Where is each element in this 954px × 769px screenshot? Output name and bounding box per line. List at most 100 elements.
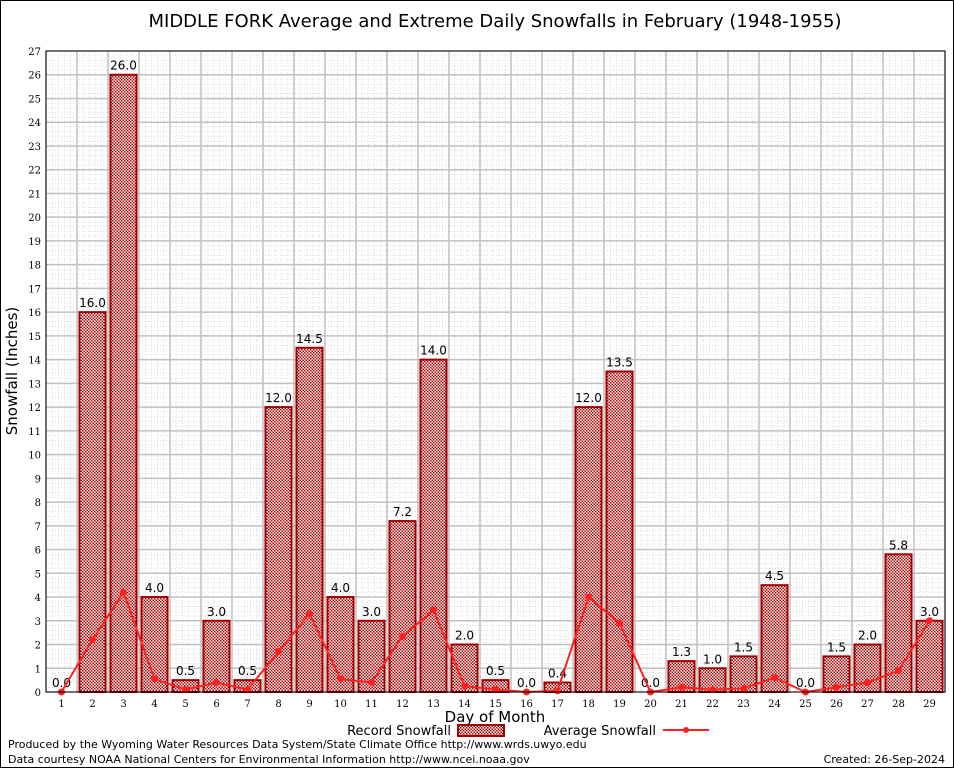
x-tick-label: 5 [182,699,188,710]
bar-day-13 [419,358,448,693]
x-tick-label: 9 [306,699,312,710]
y-tick-label: 0 [35,688,41,699]
bar-day-2 [78,311,107,693]
bar-value-label: 1.0 [703,652,722,666]
plot-border [45,50,946,693]
bar-value-label: 26.0 [110,59,137,73]
bar-value-label: 12.0 [265,391,292,405]
x-tick-label: 12 [396,699,409,710]
y-tick-label: 6 [35,546,41,557]
x-tick-label: 4 [151,699,157,710]
bar-value-label: 1.5 [734,640,753,654]
grid [45,50,946,693]
bar-day-8 [264,406,293,693]
x-axis-label: Day of Month [445,708,546,726]
average-point-day-23 [740,684,747,692]
x-tick-label: 22 [706,699,719,710]
average-point-day-19 [616,619,623,627]
x-tick-label: 29 [923,699,936,710]
footer-produced-by: Produced by the Wyoming Water Resources … [8,738,587,751]
y-tick-label: 5 [35,569,41,580]
y-tick-label: 7 [35,522,41,533]
y-tick-label: 8 [35,498,41,509]
x-tick-label: 15 [489,699,502,710]
average-point-day-21 [678,683,685,691]
average-point-day-9 [306,610,313,618]
y-tick-label: 4 [35,593,41,604]
x-tick-label: 16 [520,699,533,710]
average-point-day-3 [120,588,127,596]
bar-day-9 [295,346,324,693]
bar-day-3 [109,73,138,694]
bar-value-label: 13.5 [606,356,633,370]
y-axis-label: Snowfall (Inches) [3,307,21,435]
x-tick-label: 26 [830,699,843,710]
bar-value-label: 4.5 [765,569,784,583]
bar-day-18 [574,406,603,693]
chart-title: MIDDLE FORK Average and Extreme Daily Sn… [148,11,841,32]
bar-value-label: 7.2 [393,505,412,519]
y-tick-label: 16 [28,308,41,319]
y-tick-label: 11 [28,427,41,438]
y-tick-label: 15 [28,332,41,343]
legend-average-marker [683,727,689,733]
x-tick-label: 7 [244,699,250,710]
y-tick-label: 14 [28,356,41,367]
y-tick-label: 1 [35,664,41,675]
y-tick-label: 21 [28,189,41,200]
x-tick-label: 6 [213,699,219,710]
y-tick-label: 26 [28,71,41,82]
average-point-day-18 [585,593,592,601]
y-tick-label: 17 [28,284,41,295]
x-tick-label: 25 [799,699,812,710]
bar-value-label: 0.0 [796,676,815,690]
bars: 0.0 16.0 26.0 4.0 0.5 3.0 0.5 12.0 14.5 4.0 3.0 7.2… [52,59,944,694]
x-tick-label: 20 [644,699,657,710]
x-tick-label: 13 [427,699,440,710]
average-point-day-5 [182,686,189,694]
y-tick-label: 13 [28,379,41,390]
x-tick-label: 24 [768,699,781,710]
x-tick-label: 28 [892,699,905,710]
bar-value-label: 0.0 [52,676,71,690]
x-tick-label: 18 [582,699,595,710]
x-tick-label: 8 [275,699,281,710]
x-tick-label: 3 [120,699,126,710]
bar-value-label: 4.0 [145,581,164,595]
x-tick-label: 17 [551,699,564,710]
average-point-day-12 [399,632,406,640]
average-point-day-28 [895,667,902,675]
bar-value-label: 3.0 [207,605,226,619]
x-tick-label: 2 [89,699,95,710]
bar-value-label: 1.5 [827,640,846,654]
average-point-day-27 [864,679,871,687]
y-tick-label: 27 [28,47,41,58]
y-tick-label: 25 [28,94,41,105]
x-tick-label: 11 [365,699,378,710]
legend: Record Snowfall Average Snowfall [347,724,709,739]
bar-value-label: 16.0 [79,296,106,310]
bar-value-label: 1.3 [672,645,691,659]
footer-created: Created: 26-Sep-2024 [823,753,945,766]
bar-day-24 [760,584,789,694]
average-point-day-6 [213,679,220,687]
y-tick-label: 23 [28,142,41,153]
y-tick-label: 22 [28,166,41,177]
x-tick-label: 23 [737,699,750,710]
bar-value-label: 3.0 [362,605,381,619]
bar-value-label: 2.0 [455,629,474,643]
bar-value-label: 3.0 [920,605,939,619]
average-point-day-7 [244,686,251,694]
y-tick-label: 3 [35,617,41,628]
bar-value-label: 14.5 [296,332,323,346]
legend-record-label: Record Snowfall [347,724,451,739]
average-point-day-14 [461,682,468,690]
axes: 0123456789101112131415161718192021222324… [28,47,946,710]
y-tick-label: 2 [35,641,41,652]
footer-courtesy: Data courtesy NOAA National Centers for … [8,753,530,766]
average-point-day-15 [492,686,499,694]
y-tick-label: 12 [28,403,41,414]
x-tick-label: 1 [58,699,64,710]
